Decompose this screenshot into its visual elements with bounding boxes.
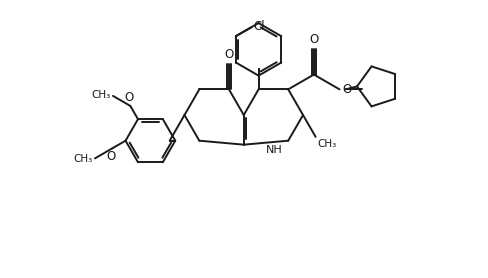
Text: NH: NH <box>266 145 283 155</box>
Text: O: O <box>125 91 134 104</box>
Text: CH₃: CH₃ <box>91 90 111 100</box>
Text: O: O <box>107 150 116 163</box>
Text: CH₃: CH₃ <box>73 154 93 164</box>
Text: Cl: Cl <box>253 20 265 33</box>
Text: O: O <box>310 33 319 46</box>
Text: O: O <box>343 83 352 96</box>
Text: O: O <box>225 48 234 61</box>
Text: CH₃: CH₃ <box>318 139 337 149</box>
